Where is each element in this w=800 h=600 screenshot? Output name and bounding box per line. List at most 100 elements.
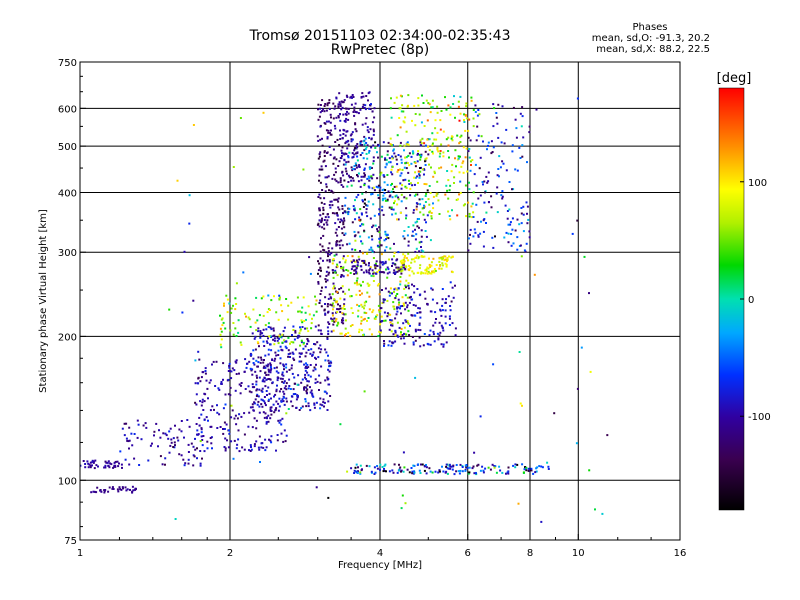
echo-point: [377, 186, 380, 189]
echo-point: [400, 270, 403, 273]
echo-point: [269, 366, 272, 368]
echo-point: [418, 153, 421, 156]
echo-point: [359, 471, 362, 474]
echo-point: [428, 185, 431, 187]
echo-point: [355, 267, 358, 269]
echo-point: [476, 114, 479, 117]
echo-point: [93, 467, 96, 470]
echo-point: [196, 429, 199, 432]
echo-point: [445, 298, 447, 301]
echo-point: [161, 463, 164, 466]
echo-point: [274, 393, 277, 396]
echo-point: [353, 209, 356, 212]
echo-point: [204, 367, 207, 370]
echo-point: [323, 219, 326, 221]
echo-point: [341, 207, 344, 210]
echo-point: [297, 335, 300, 337]
echo-point: [328, 260, 331, 263]
echo-point: [404, 502, 407, 505]
echo-point: [327, 250, 330, 253]
echo-point: [207, 397, 209, 400]
echo-point: [279, 377, 282, 380]
echo-point: [414, 330, 417, 333]
echo-point: [281, 333, 284, 336]
echo-point: [487, 171, 490, 174]
echo-point: [518, 146, 521, 149]
echo-point: [360, 322, 363, 325]
echo-point: [298, 332, 301, 335]
echo-point: [390, 168, 393, 171]
echo-point: [423, 333, 426, 335]
echo-point: [352, 167, 355, 170]
echo-point: [500, 141, 503, 144]
echo-point: [376, 465, 379, 467]
echo-point: [425, 270, 428, 273]
echo-point: [399, 141, 402, 144]
echo-point: [377, 197, 380, 199]
echo-point: [358, 219, 361, 222]
echo-point: [451, 163, 454, 166]
echo-point: [336, 263, 339, 266]
echo-point: [326, 303, 329, 305]
echo-point: [312, 395, 315, 398]
echo-point: [394, 287, 397, 290]
echo-point: [370, 175, 373, 178]
echo-point: [424, 201, 427, 203]
echo-point: [434, 269, 437, 272]
echo-point: [393, 463, 396, 466]
echo-point: [262, 295, 265, 298]
echo-point: [447, 144, 450, 147]
echo-point: [398, 269, 401, 272]
echo-point: [397, 198, 400, 201]
echo-point: [209, 437, 212, 439]
echo-point: [334, 127, 337, 130]
echo-point: [417, 307, 420, 310]
echo-point: [354, 128, 357, 131]
echo-point: [420, 154, 423, 157]
echo-point: [418, 250, 421, 253]
echo-point: [356, 174, 358, 176]
echo-point: [133, 433, 136, 435]
echo-point: [401, 168, 404, 171]
echo-point: [347, 181, 350, 183]
echo-point: [361, 292, 363, 295]
echo-point: [300, 360, 303, 363]
echo-point: [346, 255, 349, 257]
echo-point: [410, 261, 413, 264]
echo-point: [357, 172, 360, 175]
echo-point: [362, 334, 365, 336]
echo-point: [501, 471, 504, 474]
echo-point: [447, 467, 450, 470]
echo-point: [402, 470, 405, 473]
echo-point: [264, 366, 267, 369]
echo-point: [352, 179, 355, 182]
echo-point: [304, 376, 306, 379]
echo-point: [461, 466, 464, 468]
echo-point: [371, 238, 374, 241]
echo-point: [401, 494, 404, 497]
echo-point: [223, 428, 226, 430]
echo-point: [418, 336, 421, 339]
echo-point: [269, 378, 272, 381]
echo-point: [340, 184, 343, 186]
echo-point: [187, 458, 190, 461]
echo-point: [353, 106, 356, 109]
echo-point: [199, 380, 202, 383]
echo-point: [326, 176, 329, 179]
echo-point: [441, 304, 444, 307]
echo-point: [285, 434, 288, 437]
echo-point: [292, 357, 295, 360]
x-tick-label: 16: [674, 548, 687, 559]
echo-point: [324, 278, 327, 281]
echo-point: [361, 213, 363, 216]
echo-point: [427, 270, 430, 273]
echo-point: [328, 146, 331, 148]
echo-point: [507, 466, 510, 469]
echo-point: [468, 148, 471, 150]
echo-point: [205, 416, 208, 419]
echo-point: [244, 388, 247, 390]
echo-point: [413, 183, 416, 186]
echo-point: [362, 252, 364, 255]
echo-point: [391, 292, 393, 295]
echo-point: [287, 387, 290, 390]
